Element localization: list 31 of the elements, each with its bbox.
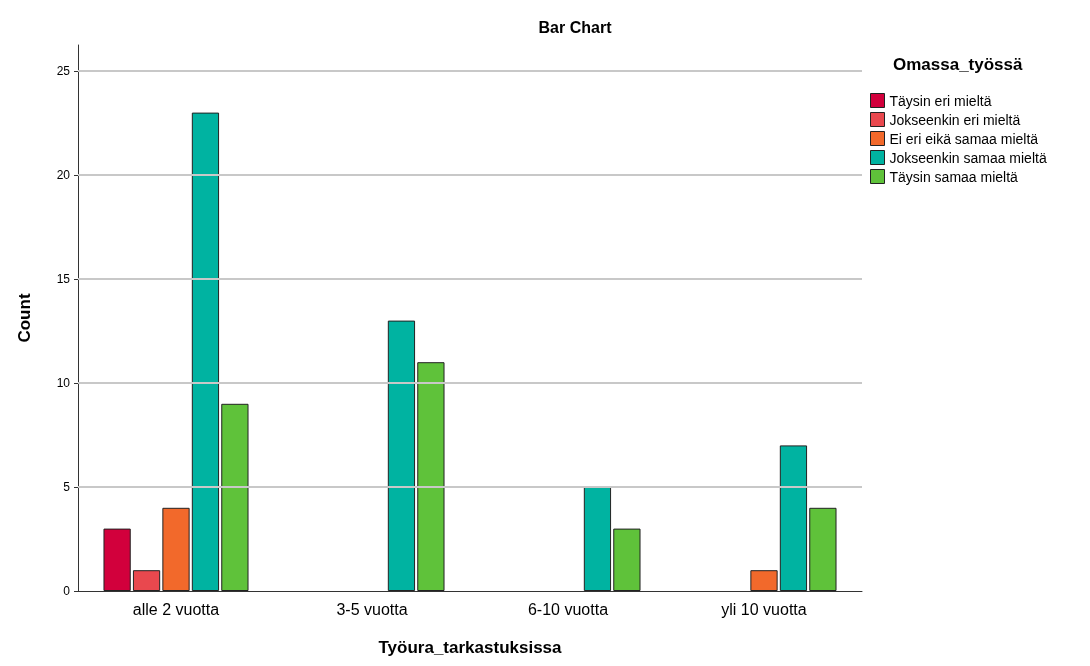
bar <box>417 362 445 591</box>
x-tick-label: yli 10 vuotta <box>721 600 807 618</box>
legend-label: Jokseenkin eri mieltä <box>889 111 1021 128</box>
y-tick-label: 15 <box>56 272 71 286</box>
y-tick-label: 20 <box>56 168 71 182</box>
legend-label: Täysin eri mieltä <box>889 92 992 109</box>
legend-label: Jokseenkin samaa mieltä <box>889 149 1047 166</box>
y-tick-label: 25 <box>56 64 71 78</box>
bar <box>103 528 131 591</box>
x-tick-label: alle 2 vuotta <box>132 600 220 618</box>
bar <box>387 320 416 591</box>
y-axis-title: Count <box>15 293 34 343</box>
x-tick-label: 3-5 vuotta <box>336 600 408 618</box>
y-tick-label: 10 <box>56 376 71 390</box>
chart-title: Bar Chart <box>538 18 613 36</box>
x-tick-label: 6-10 vuotta <box>527 600 609 618</box>
bar <box>750 570 778 591</box>
x-axis-title: Työura_tarkastuksissa <box>378 638 563 657</box>
legend-title: Omassa_työssä <box>893 55 1024 74</box>
bar <box>613 528 641 591</box>
bar <box>779 445 808 591</box>
bar <box>191 112 220 591</box>
bar <box>221 403 249 591</box>
bar <box>162 507 190 591</box>
y-tick-label: 0 <box>63 584 71 598</box>
bar <box>583 487 612 591</box>
y-tick-label: 5 <box>63 480 71 494</box>
legend-label: Ei eri eikä samaa mieltä <box>889 130 1039 147</box>
bar <box>809 507 837 591</box>
legend-label: Täysin samaa mieltä <box>889 168 1019 185</box>
bar <box>132 570 161 591</box>
